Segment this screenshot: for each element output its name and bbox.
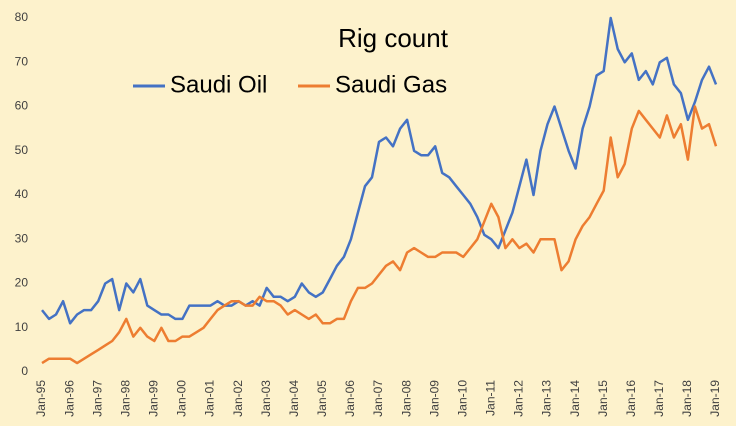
x-tick-label: Jan-98 [118, 380, 132, 417]
x-tick-label: Jan-11 [484, 380, 498, 416]
legend-label: Saudi Gas [335, 71, 447, 98]
x-tick-label: Jan-19 [708, 380, 722, 417]
legend-label: Saudi Oil [170, 71, 267, 98]
y-tick-label: 40 [15, 187, 29, 201]
x-tick-label: Jan-95 [34, 380, 48, 417]
x-tick-label: Jan-10 [455, 380, 469, 417]
x-tick-label: Jan-97 [90, 380, 104, 417]
x-tick-label: Jan-04 [287, 380, 301, 417]
y-tick-label: 80 [15, 10, 29, 24]
chart-title: Rig count [338, 23, 449, 53]
x-tick-label: Jan-09 [427, 380, 441, 417]
x-tick-label: Jan-05 [315, 380, 329, 417]
series-line [41, 105, 718, 365]
y-tick-label: 0 [21, 364, 28, 378]
y-tick-label: 20 [15, 276, 29, 290]
y-tick-label: 70 [15, 54, 29, 68]
series-line [41, 16, 718, 325]
x-tick-label: Jan-07 [371, 380, 385, 417]
x-tick-label: Jan-16 [624, 380, 638, 417]
x-tick-label: Jan-18 [680, 380, 694, 417]
x-tick-label: Jan-08 [399, 380, 413, 417]
x-tick-label: Jan-12 [512, 380, 526, 417]
x-tick-label: Jan-01 [203, 380, 217, 417]
x-tick-label: Jan-96 [62, 380, 76, 417]
x-tick-label: Jan-17 [652, 380, 666, 417]
y-tick-label: 60 [15, 99, 29, 113]
x-tick-label: Jan-15 [596, 380, 610, 417]
x-tick-label: Jan-13 [540, 380, 554, 417]
x-tick-label: Jan-14 [568, 380, 582, 417]
y-tick-label: 10 [15, 320, 29, 334]
y-tick-label: 50 [15, 143, 29, 157]
x-tick-label: Jan-00 [175, 380, 189, 417]
x-tick-label: Jan-03 [259, 380, 273, 417]
x-tick-label: Jan-02 [231, 380, 245, 417]
x-tick-label: Jan-99 [147, 380, 161, 417]
y-tick-label: 30 [15, 231, 29, 245]
x-tick-label: Jan-06 [343, 380, 357, 417]
